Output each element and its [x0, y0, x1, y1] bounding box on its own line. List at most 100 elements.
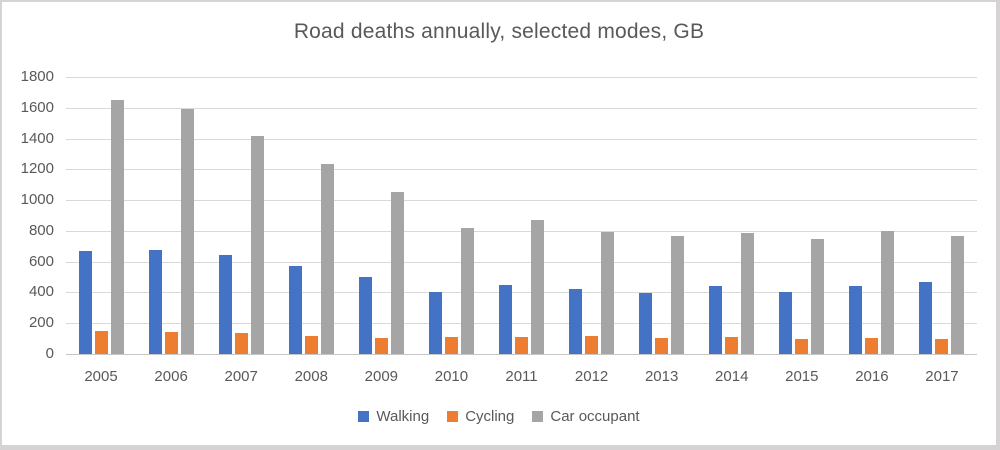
gridline-800 [66, 230, 977, 232]
x-axis-label-2013: 2013 [644, 368, 679, 385]
bar-group-2011 [486, 77, 556, 354]
gridline-1600 [66, 107, 977, 109]
gridline-1400 [66, 138, 977, 140]
x-axis-label-2015: 2015 [785, 368, 819, 385]
bar-walking-2006 [148, 250, 162, 354]
bar-walking-2012 [569, 289, 583, 354]
chart-title: Road deaths annually, selected modes, GB [293, 20, 705, 43]
x-axis-label-2006: 2006 [154, 368, 188, 385]
gridline-1000 [66, 200, 977, 202]
bar-group-2009 [346, 77, 416, 354]
legend-swatch-cycling [447, 411, 459, 422]
bar-car-occupant-2017 [951, 236, 965, 354]
gridline-600 [66, 261, 977, 263]
bar-cycling-2012 [585, 335, 599, 354]
bar-group-2015 [767, 77, 837, 354]
y-axis-label-1800: 1800 [20, 68, 54, 85]
x-axis-label-2011: 2011 [505, 368, 538, 385]
legend-item-car-occupant: Car occupant [532, 408, 640, 425]
x-axis-label-2009: 2009 [364, 368, 399, 385]
gridline-1800 [66, 77, 977, 78]
bar-car-occupant-2011 [531, 220, 544, 354]
bar-group-2008 [276, 77, 346, 354]
y-axis-label-1200: 1200 [20, 160, 54, 178]
bar-group-2010 [416, 77, 486, 354]
x-axis-label-2016: 2016 [855, 368, 889, 385]
y-axis-label-1000: 1000 [20, 191, 54, 209]
bar-walking-2014 [709, 285, 723, 354]
bar-cycling-2009 [374, 338, 388, 354]
legend-label-car-occupant: Car occupant [550, 408, 640, 425]
x-axis-line [66, 354, 977, 355]
bar-cycling-2005 [94, 331, 108, 354]
bar-group-2007 [206, 77, 276, 354]
bar-cycling-2013 [655, 337, 669, 354]
legend-swatch-walking [358, 411, 370, 422]
legend-item-cycling: Cycling [447, 408, 514, 425]
bar-walking-2016 [849, 285, 863, 354]
x-axis-label-2014: 2014 [715, 368, 749, 385]
bar-walking-2010 [428, 292, 442, 354]
bar-cycling-2010 [444, 336, 458, 354]
bar-group-2017 [907, 77, 977, 354]
bar-walking-2013 [639, 293, 653, 354]
x-axis-label-2007: 2007 [224, 368, 258, 385]
bar-walking-2011 [499, 284, 512, 354]
bar-groups [66, 77, 977, 354]
bar-cycling-2016 [865, 338, 879, 354]
bar-car-occupant-2010 [460, 227, 474, 354]
bar-cycling-2017 [935, 338, 949, 354]
bar-cycling-2008 [304, 336, 318, 354]
bar-cycling-2006 [164, 331, 178, 354]
y-axis-label-600: 600 [28, 252, 54, 270]
bar-car-occupant-2005 [110, 100, 124, 354]
legend-label-cycling: Cycling [465, 408, 515, 425]
y-axis-label-1600: 1600 [20, 98, 54, 116]
bar-walking-2017 [919, 282, 933, 354]
bar-cycling-2015 [795, 338, 809, 354]
legend: Walking Cycling Car occupant [2, 408, 996, 425]
gridline-200 [66, 323, 977, 325]
legend-label-walking: Walking [376, 408, 430, 425]
x-axis-labels: 2005 2006 2007 2008 2009 2010 2011 2012 2013 2014… [66, 368, 977, 385]
y-axis-label-0: 0 [45, 345, 54, 362]
bar-car-occupant-2012 [601, 232, 615, 354]
y-axis-label-400: 400 [28, 283, 54, 301]
bar-car-occupant-2014 [741, 233, 755, 354]
bar-group-2014 [697, 77, 767, 354]
bar-car-occupant-2009 [390, 192, 404, 354]
bar-group-2005 [66, 77, 136, 354]
legend-swatch-car-occupant [532, 411, 544, 422]
x-axis-label-2017: 2017 [925, 368, 959, 385]
bar-walking-2009 [358, 277, 372, 354]
bar-car-occupant-2007 [250, 136, 264, 354]
bar-cycling-2007 [234, 333, 248, 354]
bar-walking-2005 [78, 250, 92, 354]
y-axis-label-1400: 1400 [20, 129, 54, 147]
bar-car-occupant-2008 [320, 163, 334, 354]
gridline-1200 [66, 169, 977, 171]
bar-walking-2015 [779, 291, 793, 354]
x-axis-label-2008: 2008 [294, 368, 328, 385]
bar-group-2012 [557, 77, 627, 354]
bar-walking-2007 [218, 254, 232, 354]
x-axis-label-2005: 2005 [84, 368, 118, 385]
bar-car-occupant-2013 [671, 235, 685, 354]
bar-car-occupant-2006 [180, 109, 194, 354]
bar-cycling-2014 [725, 336, 739, 354]
bar-car-occupant-2015 [811, 239, 825, 354]
y-axis-label-200: 200 [28, 314, 54, 332]
x-axis-label-2010: 2010 [434, 368, 469, 385]
bar-walking-2008 [288, 266, 302, 354]
bar-group-2013 [627, 77, 697, 354]
bar-group-2016 [837, 77, 907, 354]
plot-area: 1800 1600 1400 1200 1000 800 600 400 200 0 2005 20… [21, 68, 977, 385]
y-axis-label-800: 800 [28, 221, 54, 239]
gridline-400 [66, 292, 977, 294]
bar-group-2006 [136, 77, 206, 354]
x-axis-label-2012: 2012 [574, 368, 609, 385]
bar-cycling-2011 [515, 337, 528, 354]
bar-car-occupant-2016 [881, 230, 895, 354]
legend-item-walking: Walking [358, 408, 429, 425]
